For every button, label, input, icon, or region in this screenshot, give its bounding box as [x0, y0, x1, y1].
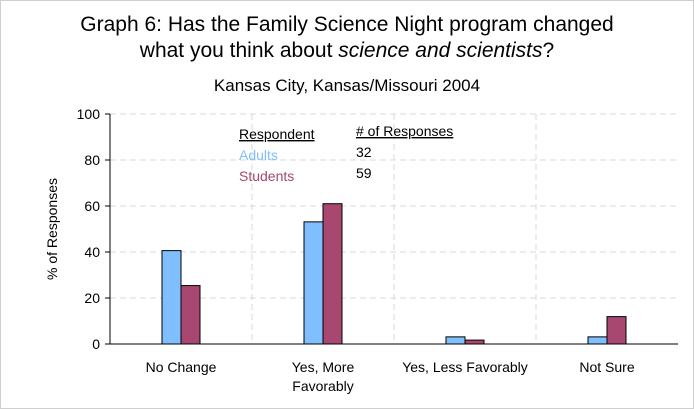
legend-series-count: 32	[356, 144, 372, 160]
legend-header-respondent: Respondent	[239, 126, 315, 142]
y-tick-label: 100	[77, 106, 101, 122]
bar-adults	[445, 336, 466, 345]
chart-title-line2-prefix: what you think about	[139, 39, 339, 62]
chart-title-emphasis: science and scientists	[338, 39, 543, 62]
legend-series-name: Adults	[239, 147, 278, 163]
bar-adults	[161, 250, 182, 345]
legend-series-name: Students	[239, 168, 294, 184]
bar-students	[464, 339, 485, 345]
chart-title-line2: what you think about science and scienti…	[0, 38, 694, 64]
y-tick-label: 80	[84, 152, 100, 168]
bar-students	[180, 285, 201, 345]
bar-students	[606, 316, 627, 345]
x-category-label: No Change	[146, 359, 217, 375]
x-category-label: Yes, More	[292, 359, 355, 375]
x-category-label: Favorably	[292, 378, 353, 394]
bar-students	[322, 203, 343, 345]
y-tick-label: 0	[92, 336, 100, 352]
chart-subtitle: Kansas City, Kansas/Missouri 2004	[213, 76, 481, 95]
x-category-label: Not Sure	[579, 359, 634, 375]
chart-title-line2-suffix: ?	[542, 39, 555, 62]
y-tick-label: 60	[84, 198, 100, 214]
y-tick-label: 20	[84, 290, 100, 306]
bar-adults	[587, 336, 608, 345]
x-category-label: Yes, Less Favorably	[402, 359, 528, 375]
y-axis-title: % of Responses	[44, 178, 60, 280]
chart-title-line1: Graph 6: Has the Family Science Night pr…	[80, 13, 614, 36]
bar-adults	[303, 221, 324, 345]
y-tick-label: 40	[84, 244, 100, 260]
legend-header-responses: # of Responses	[356, 123, 453, 139]
legend-series-count: 59	[356, 165, 372, 181]
